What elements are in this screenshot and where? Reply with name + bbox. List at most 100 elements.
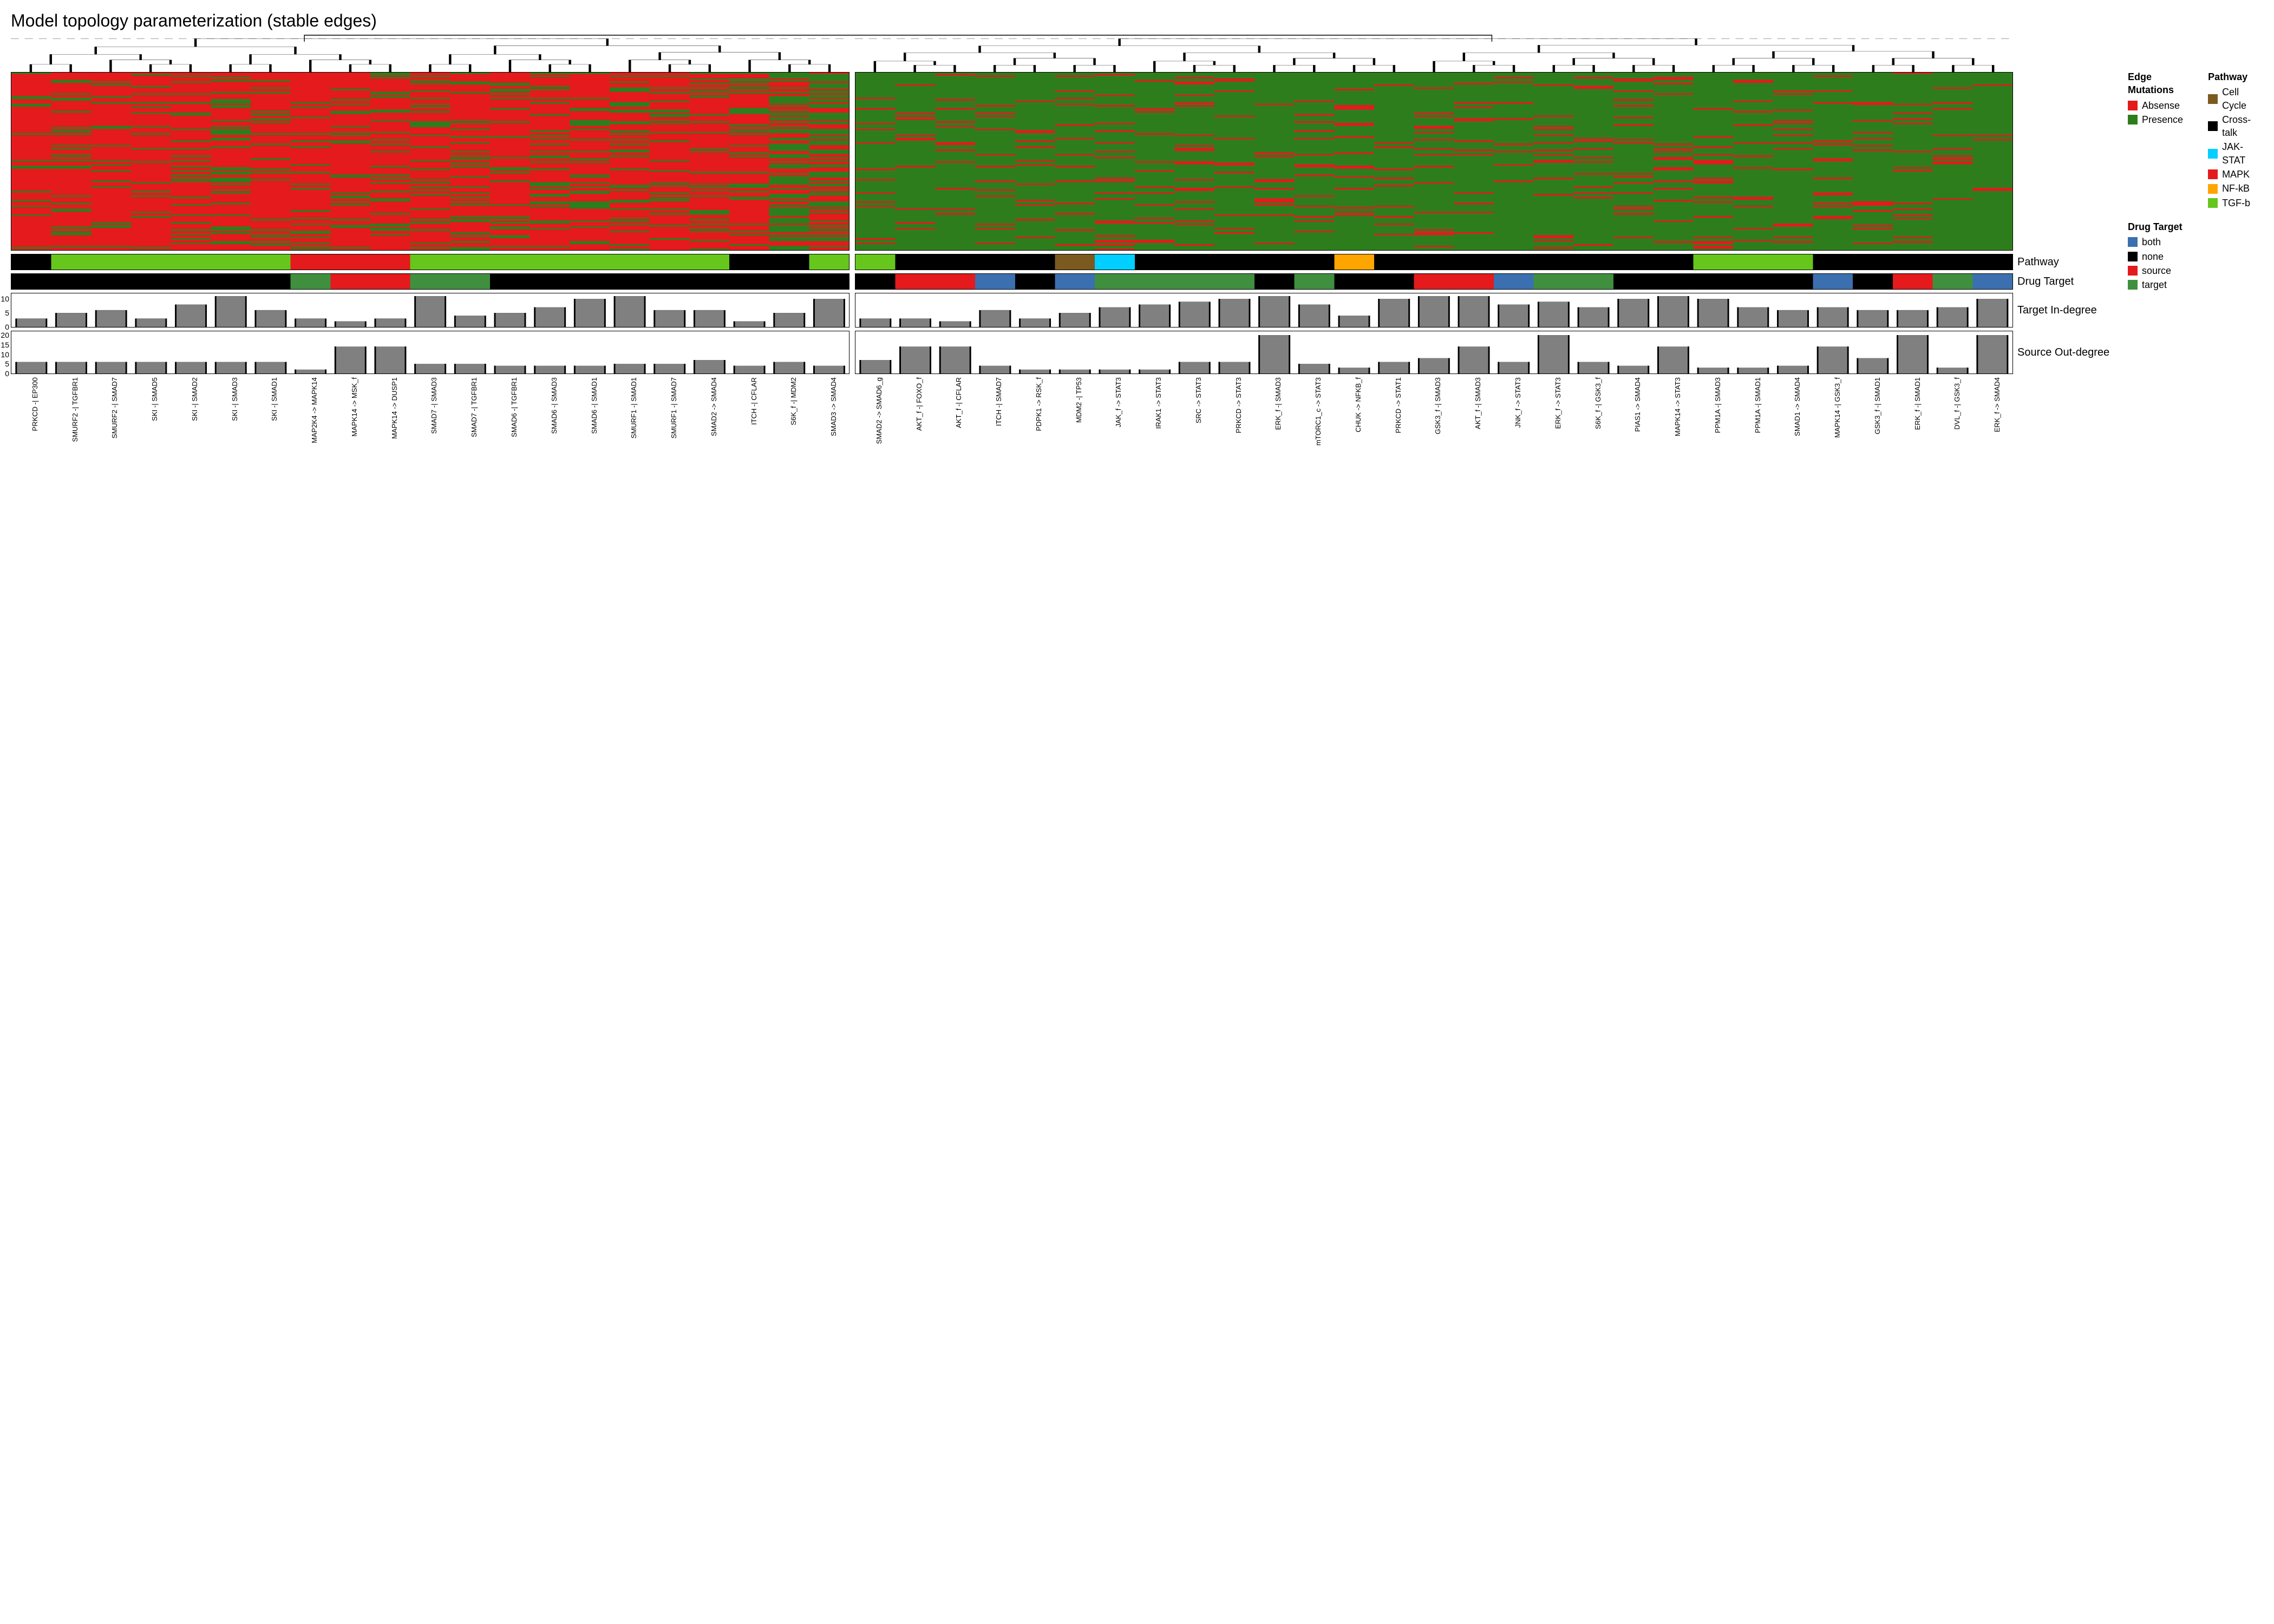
xaxis-label: ERK_f -> STAT3 — [1554, 377, 1562, 429]
legend-item-label: target — [2142, 278, 2167, 291]
legend-swatch-icon — [2128, 101, 2138, 110]
dendrogram-left — [11, 34, 850, 72]
ytick-out: 10 — [1, 350, 9, 359]
legend-swatch-icon — [2128, 237, 2138, 247]
bar-panel-out: 05101520 Source Out-degree — [11, 331, 2115, 374]
legend-item-label: Absense — [2142, 99, 2180, 112]
heatmap-canvas — [855, 73, 2012, 250]
xaxis-label: SMAD1 -> SMAD4 — [1793, 377, 1801, 436]
xaxis-label: MAPK14 -| GSK3_f — [1833, 377, 1841, 438]
ytick-out: 0 — [5, 369, 9, 378]
xaxis-label: SMURF2 -| SMAD7 — [110, 377, 119, 438]
dendrogram-row — [11, 34, 2115, 72]
xaxis-label: ERK_f -> SMAD4 — [1993, 377, 2001, 433]
xaxis-label: S6K_f -| GSK3_f — [1594, 377, 1602, 429]
xaxis-label: PRKCD -> STAT3 — [1234, 377, 1243, 433]
ytick-out: 5 — [5, 359, 9, 368]
annotation-row-pathway: Pathway — [11, 254, 2115, 270]
heatmap-right — [855, 72, 2013, 251]
xaxis-label: SRC -> STAT3 — [1194, 377, 1203, 423]
legend-pathway: PathwayCell CycleCross-talkJAK-STATMAPKN… — [2208, 70, 2263, 211]
xaxis-label: GSK3_f -| SMAD1 — [1873, 377, 1881, 434]
xaxis-label: SMAD3 -> SMAD4 — [829, 377, 838, 436]
annotation-drug-right — [855, 273, 2013, 290]
xaxis-label: JAK_f -> STAT3 — [1114, 377, 1122, 427]
xaxis-label: AKT_f -| FOXO_f — [915, 377, 923, 431]
xaxis-label: SMAD6 -| SMAD3 — [550, 377, 558, 434]
plot-stack: PathwayDrug Target 0510Target In-degree0… — [11, 34, 2115, 469]
xaxis-label: SKI -| SMAD2 — [191, 377, 199, 421]
legend-item-label: MAPK — [2222, 168, 2250, 181]
xaxis-label: ERK_f -| SMAD1 — [1913, 377, 1922, 430]
xaxis-label: IRAK1 -> STAT3 — [1154, 377, 1162, 429]
xaxis-label: mTORC1_c -> STAT3 — [1314, 377, 1322, 446]
legend-item: MAPK — [2208, 168, 2263, 181]
bars-out-left: 05101520 — [11, 331, 850, 374]
legend-title: Drug Target — [2128, 220, 2263, 233]
legend-item: source — [2128, 264, 2263, 277]
xaxis-label: SMAD7 -| TGFBR1 — [470, 377, 478, 437]
ytick-out: 15 — [1, 340, 9, 349]
ytick-in: 0 — [5, 323, 9, 331]
legend-swatch-icon — [2128, 252, 2138, 261]
xaxis-label: ERK_f -| SMAD3 — [1274, 377, 1282, 430]
legend-swatch-icon — [2128, 266, 2138, 276]
dendrogram-icon — [11, 34, 850, 72]
heatmap-canvas — [11, 73, 849, 250]
xaxis-label: PPM1A -| SMAD1 — [1754, 377, 1762, 433]
annotation-drug-left — [11, 273, 850, 290]
xaxis-label: PRKCD -> STAT1 — [1394, 377, 1402, 433]
legend-item: NF-kB — [2208, 182, 2263, 195]
bars-in-left: 0510 — [11, 293, 850, 328]
xaxis-label: GSK3_f -| SMAD3 — [1434, 377, 1442, 434]
ytick-out: 20 — [1, 331, 9, 339]
bar-panel-label-in: Target In-degree — [2013, 293, 2115, 328]
annotation-row-drug: Drug Target — [11, 273, 2115, 290]
xaxis-label: MDM2 -| TP53 — [1075, 377, 1083, 423]
xaxis-label: MAP2K4 -> MAPK14 — [310, 377, 318, 443]
xaxis-label: ITCH -| SMAD7 — [995, 377, 1003, 426]
bar-panel-in: 0510 Target In-degree — [11, 293, 2115, 328]
legend-item-label: source — [2142, 264, 2171, 277]
legend-swatch-icon — [2208, 94, 2218, 104]
main-column: Model topology parameterization (stable … — [11, 11, 2115, 469]
xaxis-labels-left: PRKCD -| EP300SMURF2 -| TGFBR1SMURF2 -| … — [11, 377, 850, 469]
xaxis-label: SMURF2 -| TGFBR1 — [71, 377, 79, 442]
legend-swatch-icon — [2128, 115, 2138, 125]
figure-title: Model topology parameterization (stable … — [11, 11, 2115, 31]
xaxis-label: MAPK14 -> MSK_f — [350, 377, 358, 436]
xaxis-label: PIAS1 -> SMAD4 — [1633, 377, 1642, 432]
legend-item: Cell Cycle — [2208, 86, 2263, 112]
legend-swatch-icon — [2208, 149, 2218, 159]
legend-item-label: none — [2142, 250, 2164, 263]
xaxis-label: CHUK -> NFKB_f — [1354, 377, 1362, 433]
legend-swatch-icon — [2128, 280, 2138, 290]
legend-swatch-icon — [2208, 121, 2218, 131]
xaxis-label: ITCH -| CFLAR — [750, 377, 758, 425]
legend-item-label: Presence — [2142, 113, 2183, 126]
legend-item-label: Cell Cycle — [2222, 86, 2263, 112]
annotation-label-pathway: Pathway — [2013, 254, 2115, 270]
bar-panel-label-out: Source Out-degree — [2013, 331, 2115, 374]
xaxis-labels-row: PRKCD -| EP300SMURF2 -| TGFBR1SMURF2 -| … — [11, 377, 2115, 469]
legend-item: target — [2128, 278, 2263, 291]
xaxis-label: SKI -| SMAD5 — [151, 377, 159, 421]
xaxis-label: SMAD6 -| TGFBR1 — [510, 377, 518, 437]
legend-swatch-icon — [2208, 169, 2218, 179]
xaxis-label: SKI -| SMAD1 — [270, 377, 278, 421]
legend-item: both — [2128, 235, 2263, 248]
legend-swatch-icon — [2208, 198, 2218, 208]
xaxis-labels-right: SMAD2 -> SMAD6_gAKT_f -| FOXO_fAKT_f -| … — [855, 377, 2013, 469]
dendrogram-icon — [855, 34, 2013, 72]
xaxis-label: SKI -| SMAD3 — [231, 377, 239, 421]
legend-item-label: JAK-STAT — [2222, 140, 2263, 167]
dendrogram-right — [855, 34, 2013, 72]
annotation-pathway-left — [11, 254, 850, 270]
xaxis-label: SMAD7 -| SMAD3 — [430, 377, 438, 434]
heatmap-row — [11, 72, 2115, 251]
legend-item-label: TGF-b — [2222, 197, 2250, 209]
legend-item-label: Cross-talk — [2222, 113, 2263, 140]
annotation-pathway-right — [855, 254, 2013, 270]
legend-item: TGF-b — [2208, 197, 2263, 209]
legend-item: Absense — [2128, 99, 2196, 112]
